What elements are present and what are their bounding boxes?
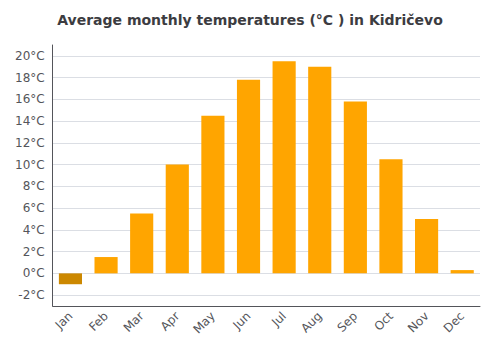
svg-text:-2°C: -2°C (18, 288, 44, 302)
svg-text:Jan: Jan (52, 309, 76, 333)
svg-text:0°C: 0°C (23, 266, 45, 280)
svg-text:Nov: Nov (405, 309, 431, 335)
svg-text:Jun: Jun (230, 309, 254, 333)
svg-text:6°C: 6°C (23, 201, 45, 215)
svg-text:16°C: 16°C (15, 92, 45, 106)
svg-text:2°C: 2°C (23, 245, 45, 259)
svg-text:14°C: 14°C (15, 114, 45, 128)
svg-text:Aug: Aug (298, 309, 324, 335)
svg-text:4°C: 4°C (23, 223, 45, 237)
svg-text:12°C: 12°C (15, 136, 45, 150)
svg-text:18°C: 18°C (15, 71, 45, 85)
svg-text:Dec: Dec (441, 309, 467, 335)
svg-text:Jul: Jul (268, 309, 289, 330)
svg-text:Feb: Feb (86, 309, 111, 334)
svg-text:May: May (190, 309, 217, 336)
svg-text:Mar: Mar (121, 309, 147, 335)
svg-text:10°C: 10°C (15, 158, 45, 172)
svg-text:Oct: Oct (371, 309, 396, 334)
svg-text:Average monthly temperatures (: Average monthly temperatures (°C ) in Ki… (57, 12, 443, 28)
svg-text:20°C: 20°C (15, 49, 45, 63)
svg-text:8°C: 8°C (23, 179, 45, 193)
svg-text:Sep: Sep (334, 309, 360, 335)
svg-text:Apr: Apr (158, 309, 183, 334)
